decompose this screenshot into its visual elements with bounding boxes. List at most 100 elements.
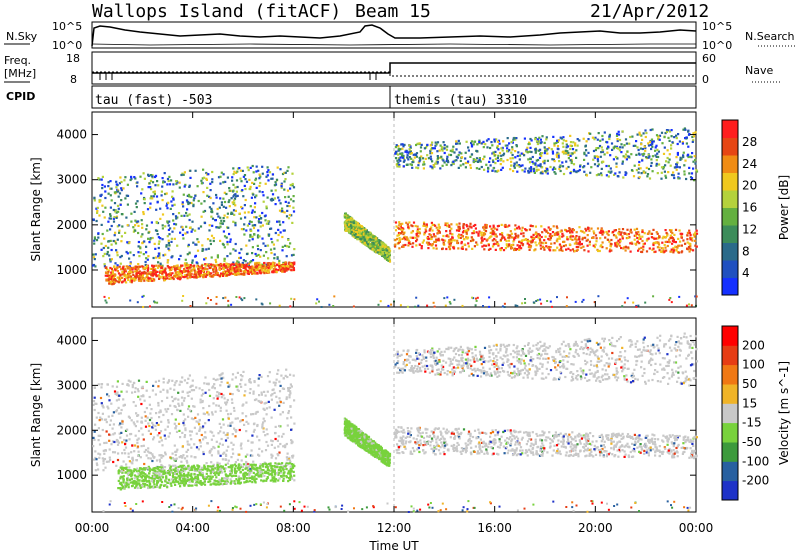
echo-point (121, 276, 124, 279)
echo-point (166, 259, 170, 262)
echo-point (681, 141, 684, 144)
echo-point (276, 239, 279, 242)
echo-point (252, 193, 255, 196)
echo-point (222, 205, 225, 208)
echo-point (200, 179, 203, 182)
echo-point (621, 160, 624, 163)
echo-point (255, 267, 258, 270)
echo-point (447, 235, 450, 238)
echo-point (568, 229, 571, 232)
echo-point (401, 147, 404, 150)
echo-point (351, 229, 354, 232)
echo-point (672, 249, 676, 252)
echo-point (357, 230, 360, 233)
echo-point (595, 237, 598, 240)
echo-point (556, 226, 559, 230)
colorbar-segment (722, 260, 738, 278)
echo-point (384, 255, 387, 258)
echo-point (526, 146, 529, 149)
echo-point (531, 225, 534, 228)
colorbar-segment (722, 225, 738, 243)
echo-point (282, 221, 285, 224)
echo-point (350, 226, 353, 229)
echo-point (148, 272, 151, 275)
echo-point (223, 246, 226, 249)
echo-point (145, 266, 148, 269)
echo-point (495, 235, 498, 238)
echo-point (465, 140, 468, 143)
echo-point (118, 229, 121, 232)
echo-point (505, 244, 509, 247)
echo-point (520, 242, 523, 245)
echo-point (475, 231, 478, 234)
echo-point (597, 147, 600, 150)
echo-point (111, 270, 114, 273)
echo-point (565, 248, 568, 251)
echo-point (534, 241, 537, 244)
echo-point (134, 267, 137, 270)
echo-point (401, 156, 404, 159)
echo-point (110, 224, 113, 228)
echo-point (635, 140, 638, 143)
echo-point (209, 182, 212, 185)
echo-point (256, 234, 260, 237)
echo-point (650, 236, 653, 239)
echo-point (157, 184, 160, 187)
echo-point (130, 277, 133, 280)
echo-point (489, 231, 492, 234)
echo-point (676, 142, 679, 146)
echo-point (583, 153, 586, 156)
echo-point (511, 141, 514, 144)
echo-point (600, 227, 603, 230)
echo-point (164, 253, 167, 256)
echo-point (429, 149, 432, 152)
echo-point (243, 211, 246, 214)
echo-point (552, 225, 555, 228)
echo-point (270, 265, 273, 268)
echo-point (200, 264, 203, 267)
echo-point (485, 244, 488, 247)
echo-point (137, 450, 140, 453)
echo-point (460, 242, 463, 245)
echo-point (480, 241, 483, 244)
echo-point (614, 243, 617, 246)
echo-point (504, 247, 507, 250)
echo-point (422, 167, 425, 170)
echo-point (689, 238, 692, 241)
echo-point (622, 176, 625, 179)
echo-point (219, 384, 222, 387)
echo-point (500, 233, 504, 236)
echo-point (367, 240, 370, 244)
echo-point (394, 157, 398, 160)
echo-point (271, 173, 274, 176)
echo-point (546, 300, 549, 302)
echo-point (231, 269, 234, 272)
echo-point (532, 162, 535, 165)
echo-point (283, 188, 286, 191)
echo-point (369, 245, 372, 248)
echo-point (425, 225, 428, 228)
echo-point (115, 183, 118, 186)
echo-point (141, 226, 144, 229)
echo-point (122, 271, 126, 274)
echo-point (370, 243, 373, 246)
echo-point (462, 238, 466, 241)
echo-point (418, 142, 421, 145)
echo-point (430, 226, 433, 229)
echo-point (179, 272, 182, 275)
echo-point (658, 163, 661, 166)
echo-point (668, 139, 671, 142)
echo-point (438, 231, 441, 234)
echo-point (572, 141, 575, 144)
echo-point (683, 127, 686, 130)
echo-point (468, 225, 471, 228)
echo-point (225, 273, 228, 276)
echo-point (608, 250, 611, 253)
echo-point (601, 233, 604, 236)
echo-point (190, 201, 193, 205)
echo-point (531, 239, 534, 242)
echo-point (624, 249, 627, 252)
echo-point (361, 241, 364, 244)
echo-point (204, 263, 207, 266)
echo-point (595, 155, 599, 158)
